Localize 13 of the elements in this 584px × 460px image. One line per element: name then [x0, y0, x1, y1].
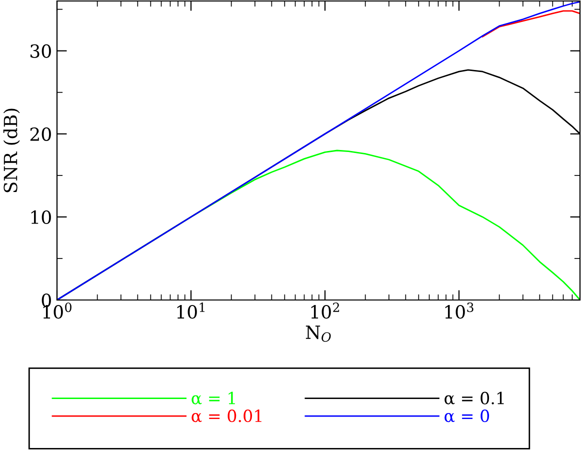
x-tick-label: 10$^{3}$ — [445, 302, 474, 319]
text: α = 1 — [192, 392, 235, 404]
y-tick-label: 30 — [30, 44, 51, 58]
text: α = 0.01 — [192, 410, 262, 422]
y-tick-label: 10 — [31, 210, 51, 224]
y-axis-title: SNR (dB) — [3, 108, 20, 192]
x-tick-label: 10$^{2}$ — [311, 302, 340, 319]
text: α = 0 — [444, 410, 490, 422]
x-tick-label: 10$^{1}$ — [177, 302, 204, 319]
text: α = 0.1 — [444, 392, 504, 404]
x-axis-title: N$_{O}$ — [306, 326, 331, 342]
y-tick-label: 20 — [30, 127, 51, 142]
y-tick-label: 0 — [42, 293, 51, 308]
